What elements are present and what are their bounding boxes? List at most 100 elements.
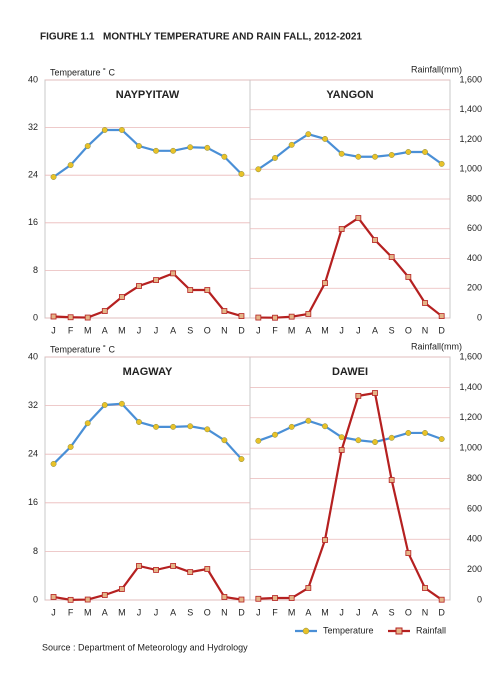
temperature-marker [204, 426, 211, 433]
chart-title: NAYPYITAW [116, 89, 180, 101]
y-tick-label: 40 [28, 74, 38, 84]
chart-title: DAWEI [332, 366, 368, 378]
rainfall-marker [221, 308, 228, 314]
temperature-marker [170, 423, 177, 430]
y-tick-label: 24 [28, 170, 38, 180]
temperature-marker [136, 143, 142, 149]
y-tick-label: 32 [28, 400, 38, 410]
y-tick-label: 8 [33, 546, 38, 556]
series-line [52, 128, 243, 178]
temperature-marker [388, 434, 395, 441]
x-tick-label: J [137, 607, 142, 617]
temperature-marker [67, 162, 74, 169]
rainfall-marker [136, 283, 142, 289]
rainfall-marker [405, 274, 412, 280]
x-tick-label: F [68, 607, 74, 617]
y-axis-label: Temperature ˚ C [50, 67, 116, 77]
x-tick-label: F [272, 607, 278, 617]
x-tick-label: D [438, 325, 445, 335]
rainfall-marker [170, 270, 177, 277]
x-tick-label: O [204, 607, 211, 617]
legend-marker [395, 627, 403, 635]
rainfall-marker [221, 594, 228, 600]
y2-tick-label: 1,600 [459, 351, 482, 361]
x-tick-label: N [221, 325, 228, 335]
x-tick-label: F [272, 325, 278, 335]
temperature-marker [422, 149, 428, 155]
temperature-marker [67, 443, 74, 450]
rainfall-marker [118, 586, 125, 592]
rainfall-marker [338, 226, 345, 232]
rainfall-marker [438, 596, 445, 603]
temperature-marker [170, 147, 177, 154]
y2-tick-label: 600 [467, 503, 482, 513]
y2-tick-label: 800 [467, 193, 482, 203]
x-tick-label: J [256, 325, 261, 335]
temperature-marker [84, 143, 91, 149]
x-tick-label: J [356, 607, 361, 617]
temperature-marker [153, 423, 159, 430]
rainfall-marker [305, 585, 312, 591]
x-tick-label: O [204, 325, 211, 335]
temperature-marker [438, 160, 445, 167]
rainfall-marker [238, 313, 245, 319]
rainfall-marker [305, 311, 312, 317]
rainfall-marker [355, 215, 362, 221]
y2-tick-label: 1,200 [459, 412, 482, 422]
x-tick-label: O [405, 325, 412, 335]
x-tick-label: J [51, 325, 56, 335]
x-tick-label: N [422, 325, 429, 335]
rainfall-marker [101, 308, 108, 314]
x-tick-label: M [84, 325, 92, 335]
temperature-marker [118, 127, 125, 133]
x-tick-label: M [288, 325, 296, 335]
y-axis-label: Temperature ˚ C [50, 344, 116, 354]
temperature-marker [153, 147, 159, 154]
source: Source : Department of Meteorology and H… [42, 642, 248, 652]
x-tick-label: M [118, 325, 126, 335]
y-tick-label: 0 [33, 594, 38, 604]
temperature-marker [322, 423, 328, 430]
rainfall-marker [255, 314, 262, 321]
chart-title: YANGON [326, 89, 373, 101]
y-tick-label: 40 [28, 351, 38, 361]
x-tick-label: M [288, 607, 296, 617]
x-tick-label: M [321, 607, 329, 617]
temperature-marker [136, 419, 142, 425]
temperature-marker [50, 460, 57, 467]
temperature-marker [338, 150, 345, 157]
temperature-marker [221, 437, 228, 444]
x-tick-label: M [321, 325, 329, 335]
x-tick-label: F [68, 325, 74, 335]
y-tick-label: 24 [28, 449, 38, 459]
rainfall-marker [238, 596, 245, 603]
chart-title: MAGWAY [123, 366, 173, 378]
temperature-marker [405, 429, 412, 436]
x-tick-label: J [339, 325, 344, 335]
x-tick-label: S [389, 607, 395, 617]
x-tick-label: J [339, 607, 344, 617]
x-tick-label: D [238, 607, 245, 617]
x-tick-label: A [170, 325, 176, 335]
x-tick-label: M [118, 607, 126, 617]
y2-tick-label: 1,400 [459, 104, 482, 114]
rainfall-marker [84, 314, 91, 321]
rainfall-marker [204, 566, 211, 572]
rainfall-marker [405, 550, 412, 556]
temperature-marker [272, 431, 278, 438]
rainfall-marker [355, 392, 362, 399]
temperature-marker [355, 153, 362, 160]
y-tick-label: 8 [33, 265, 38, 275]
x-tick-label: A [305, 325, 311, 335]
series-line [258, 216, 443, 319]
x-tick-label: J [51, 607, 56, 617]
temperature-marker [422, 429, 428, 436]
rainfall-marker [84, 596, 91, 603]
y2-tick-label: 400 [467, 253, 482, 263]
x-tick-label: M [84, 607, 92, 617]
rainfall-marker [372, 390, 378, 396]
y2-tick-label: 800 [467, 473, 482, 483]
y2-axis-label: Rainfall(mm) [411, 64, 462, 74]
temperature-marker [255, 166, 262, 173]
rainfall-marker [170, 563, 177, 569]
